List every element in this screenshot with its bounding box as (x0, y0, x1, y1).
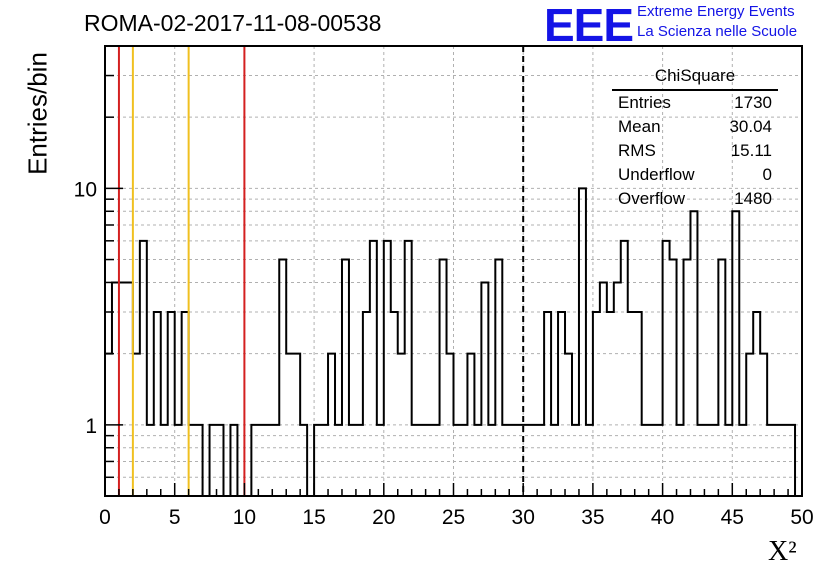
x-tick-label: 35 (581, 506, 604, 529)
stats-label: Mean (618, 117, 661, 136)
x-tick-label: 10 (233, 506, 256, 529)
x-axis-label: X² (768, 536, 797, 567)
stats-value: 0 (762, 165, 772, 184)
stats-label: RMS (618, 141, 656, 160)
histogram-series (104, 107, 803, 497)
x-tick-label: 15 (302, 506, 325, 529)
eee-logo: EEE (544, 0, 634, 51)
x-tick-label: 5 (169, 506, 181, 529)
stats-value: 15.11 (730, 141, 772, 160)
stats-row: Overflow 1480 (612, 187, 778, 211)
stats-value: 30.04 (729, 117, 772, 136)
stats-row: RMS 15.11 (612, 139, 778, 163)
chart-title: ROMA-02-2017-11-08-00538 (84, 10, 382, 36)
stats-row: Mean 30.04 (612, 115, 778, 139)
logo-line-2: La Scienza nelle Scuole (637, 23, 798, 40)
stats-value: 1480 (734, 189, 772, 208)
x-tick-label: 50 (790, 506, 813, 529)
stats-value: 1730 (734, 93, 772, 112)
y-tick-label: 1 (85, 415, 97, 438)
logo-line-1: Extreme Energy Events (637, 3, 795, 20)
x-tick-label: 20 (372, 506, 395, 529)
stats-row: Entries 1730 (612, 91, 778, 115)
x-tick-label: 30 (512, 506, 535, 529)
x-tick-label: 25 (442, 506, 465, 529)
stats-box: ChiSquare Entries 1730 Mean 30.04 RMS 15.11… (612, 66, 778, 211)
stats-label: Underflow (618, 165, 695, 184)
x-tick-label: 0 (99, 506, 111, 529)
stats-label: Entries (618, 93, 671, 112)
x-tick-label: 40 (651, 506, 674, 529)
y-axis-label: Entries/bin (22, 52, 53, 175)
x-tick-label: 45 (721, 506, 744, 529)
stats-label: Overflow (618, 189, 686, 208)
stats-header: ChiSquare (612, 66, 778, 91)
stats-row: Underflow 0 (612, 163, 778, 187)
y-tick-label: 10 (74, 178, 97, 201)
